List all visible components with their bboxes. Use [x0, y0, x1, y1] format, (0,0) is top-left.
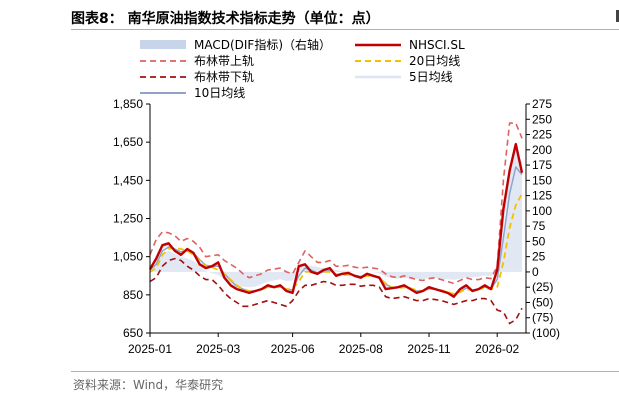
- y-right-tick-label: 200: [532, 143, 552, 157]
- y-right-tick-label: 125: [532, 189, 552, 203]
- y-left-tick-label: 650: [123, 326, 143, 340]
- y-right-tick-label: 275: [532, 97, 552, 111]
- axes: 650 850 1,050 1,250 1,450 1,650 1,850 (100)(75)…: [113, 97, 560, 356]
- plot-area: [148, 122, 524, 325]
- legend-label-lower: 布林带下轨: [194, 70, 254, 84]
- y-left-tick-label: 1,650: [113, 135, 143, 149]
- y-right-tick-label: 250: [532, 112, 552, 126]
- legend-swatch-macd: [140, 40, 186, 49]
- y-left-tick-label: 1,850: [113, 97, 143, 111]
- y-right-tick-label: (100): [532, 326, 560, 340]
- y-right-tick-label: 50: [532, 234, 546, 248]
- legend-label-ma5: 5日均线: [409, 70, 453, 84]
- x-tick-label: 2025-01: [128, 342, 172, 356]
- source-divider: [71, 371, 619, 372]
- series-macd-area: [150, 149, 522, 288]
- legend-label-ma10: 10日均线: [194, 86, 245, 100]
- edge-fragment: [616, 10, 619, 22]
- title-divider: [71, 29, 619, 30]
- y-right-tick-label: 150: [532, 173, 552, 187]
- y-right-tick-label: 0: [532, 265, 539, 279]
- source-note: 资料来源：Wind，华泰研究: [73, 378, 224, 392]
- y-left-tick-label: 1,450: [113, 173, 143, 187]
- legend-label-upper: 布林带上轨: [194, 54, 254, 68]
- y-right-tick-label: (50): [532, 295, 553, 309]
- y-right-tick-label: 75: [532, 219, 546, 233]
- x-tick-label: 2025-03: [196, 342, 240, 356]
- y-left-tick-label: 1,050: [113, 250, 143, 264]
- y-left-tick-label: 850: [123, 288, 143, 302]
- y-left-tick-label: 1,250: [113, 212, 143, 226]
- legend-label-nhsci: NHSCI.SL: [409, 38, 465, 52]
- x-tick-label: 2025-06: [271, 342, 315, 356]
- y-right-tick-label: (75): [532, 311, 553, 325]
- y-right-tick-label: (25): [532, 280, 553, 294]
- x-tick-label: 2025-08: [339, 342, 383, 356]
- y-right-tick-label: 25: [532, 250, 546, 264]
- chart-title: 图表8： 南华原油指数技术指标走势（单位：点）: [71, 11, 380, 27]
- x-tick-label: 2025-11: [407, 342, 450, 356]
- y-right-tick-label: 225: [532, 128, 552, 142]
- series-nhsci-line: [148, 142, 524, 298]
- series-bollinger-upper-line: [149, 122, 523, 285]
- legend-label-ma20: 20日均线: [409, 54, 460, 68]
- y-right-tick-label: 175: [532, 158, 552, 172]
- legend-label-macd: MACD(DIF指标)（右轴）: [194, 37, 331, 52]
- x-tick-label: 2026-02: [475, 342, 519, 356]
- y-right-tick-label: 100: [532, 204, 552, 218]
